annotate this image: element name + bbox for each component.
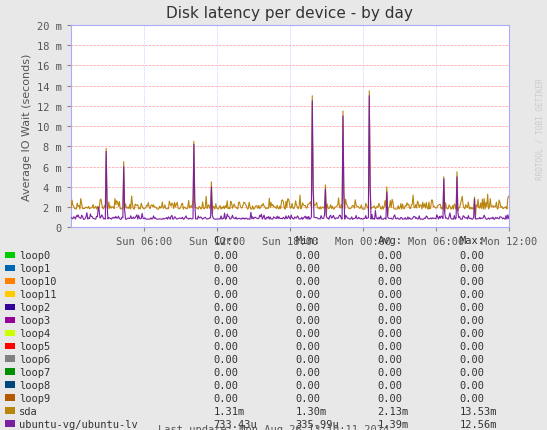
Bar	[5, 278, 15, 285]
Text: 0.00: 0.00	[295, 393, 321, 403]
Text: loop11: loop11	[19, 289, 57, 300]
Text: 0.00: 0.00	[213, 341, 238, 351]
Text: RRDTOOL / TOBI OETIKER: RRDTOOL / TOBI OETIKER	[536, 78, 544, 180]
Bar	[5, 291, 15, 298]
Text: 0.00: 0.00	[377, 276, 403, 287]
Text: 0.00: 0.00	[459, 289, 485, 300]
Text: 0.00: 0.00	[213, 289, 238, 300]
Bar	[5, 265, 15, 272]
Text: 12.56m: 12.56m	[459, 418, 497, 429]
Text: 0.00: 0.00	[213, 315, 238, 326]
Text: 0.00: 0.00	[295, 341, 321, 351]
Text: 0.00: 0.00	[213, 380, 238, 390]
Text: loop7: loop7	[19, 367, 50, 377]
Text: 0.00: 0.00	[377, 341, 403, 351]
Bar	[5, 317, 15, 323]
Text: 0.00: 0.00	[213, 328, 238, 338]
Bar	[5, 304, 15, 310]
Text: 0.00: 0.00	[459, 354, 485, 364]
Text: 0.00: 0.00	[295, 367, 321, 377]
Bar	[5, 252, 15, 259]
Bar	[5, 407, 15, 414]
Text: 13.53m: 13.53m	[459, 405, 497, 416]
Text: 0.00: 0.00	[213, 354, 238, 364]
Bar	[5, 330, 15, 336]
Text: 0.00: 0.00	[295, 354, 321, 364]
Text: ubuntu-vg/ubuntu-lv: ubuntu-vg/ubuntu-lv	[19, 418, 138, 429]
Text: 2.13m: 2.13m	[377, 405, 409, 416]
Text: 0.00: 0.00	[459, 315, 485, 326]
Text: 0.00: 0.00	[459, 380, 485, 390]
Title: Disk latency per device - by day: Disk latency per device - by day	[166, 6, 414, 21]
Text: Cur:: Cur:	[213, 235, 238, 245]
Text: loop2: loop2	[19, 302, 50, 313]
Text: 733.43u: 733.43u	[213, 418, 257, 429]
Text: 0.00: 0.00	[459, 264, 485, 274]
Text: 0.00: 0.00	[295, 289, 321, 300]
Text: 335.99u: 335.99u	[295, 418, 339, 429]
Text: 0.00: 0.00	[213, 302, 238, 313]
Text: 0.00: 0.00	[295, 302, 321, 313]
Text: 0.00: 0.00	[213, 393, 238, 403]
Bar	[5, 394, 15, 401]
Text: 0.00: 0.00	[459, 367, 485, 377]
Text: 0.00: 0.00	[459, 328, 485, 338]
Text: 0.00: 0.00	[377, 315, 403, 326]
Text: 0.00: 0.00	[377, 264, 403, 274]
Text: 1.30m: 1.30m	[295, 405, 327, 416]
Bar	[5, 369, 15, 375]
Text: sda: sda	[19, 405, 38, 416]
Text: loop4: loop4	[19, 328, 50, 338]
Text: Last update: Mon Aug 26 13:10:11 2024: Last update: Mon Aug 26 13:10:11 2024	[158, 424, 389, 430]
Y-axis label: Average IO Wait (seconds): Average IO Wait (seconds)	[21, 53, 32, 200]
Text: Min:: Min:	[295, 235, 321, 245]
Bar	[5, 381, 15, 388]
Text: 0.00: 0.00	[377, 289, 403, 300]
Text: loop1: loop1	[19, 264, 50, 274]
Text: 0.00: 0.00	[377, 354, 403, 364]
Text: loop3: loop3	[19, 315, 50, 326]
Text: 0.00: 0.00	[377, 328, 403, 338]
Text: 0.00: 0.00	[213, 276, 238, 287]
Text: loop6: loop6	[19, 354, 50, 364]
Text: loop10: loop10	[19, 276, 57, 287]
Text: 0.00: 0.00	[295, 328, 321, 338]
Text: 0.00: 0.00	[213, 264, 238, 274]
Text: 0.00: 0.00	[295, 315, 321, 326]
Text: loop5: loop5	[19, 341, 50, 351]
Text: 0.00: 0.00	[295, 276, 321, 287]
Text: loop0: loop0	[19, 251, 50, 261]
Text: 0.00: 0.00	[459, 393, 485, 403]
Text: Max:: Max:	[459, 235, 485, 245]
Text: Avg:: Avg:	[377, 235, 403, 245]
Bar	[5, 343, 15, 349]
Text: 1.31m: 1.31m	[213, 405, 245, 416]
Text: 1.39m: 1.39m	[377, 418, 409, 429]
Text: 0.00: 0.00	[459, 302, 485, 313]
Text: 0.00: 0.00	[213, 367, 238, 377]
Text: 0.00: 0.00	[377, 367, 403, 377]
Text: 0.00: 0.00	[295, 264, 321, 274]
Text: 0.00: 0.00	[459, 251, 485, 261]
Bar	[5, 420, 15, 427]
Text: loop9: loop9	[19, 393, 50, 403]
Text: 0.00: 0.00	[377, 302, 403, 313]
Text: 0.00: 0.00	[459, 276, 485, 287]
Text: loop8: loop8	[19, 380, 50, 390]
Text: 0.00: 0.00	[377, 380, 403, 390]
Text: 0.00: 0.00	[295, 251, 321, 261]
Text: 0.00: 0.00	[377, 393, 403, 403]
Text: 0.00: 0.00	[295, 380, 321, 390]
Text: 0.00: 0.00	[213, 251, 238, 261]
Text: 0.00: 0.00	[459, 341, 485, 351]
Bar	[5, 356, 15, 362]
Text: 0.00: 0.00	[377, 251, 403, 261]
